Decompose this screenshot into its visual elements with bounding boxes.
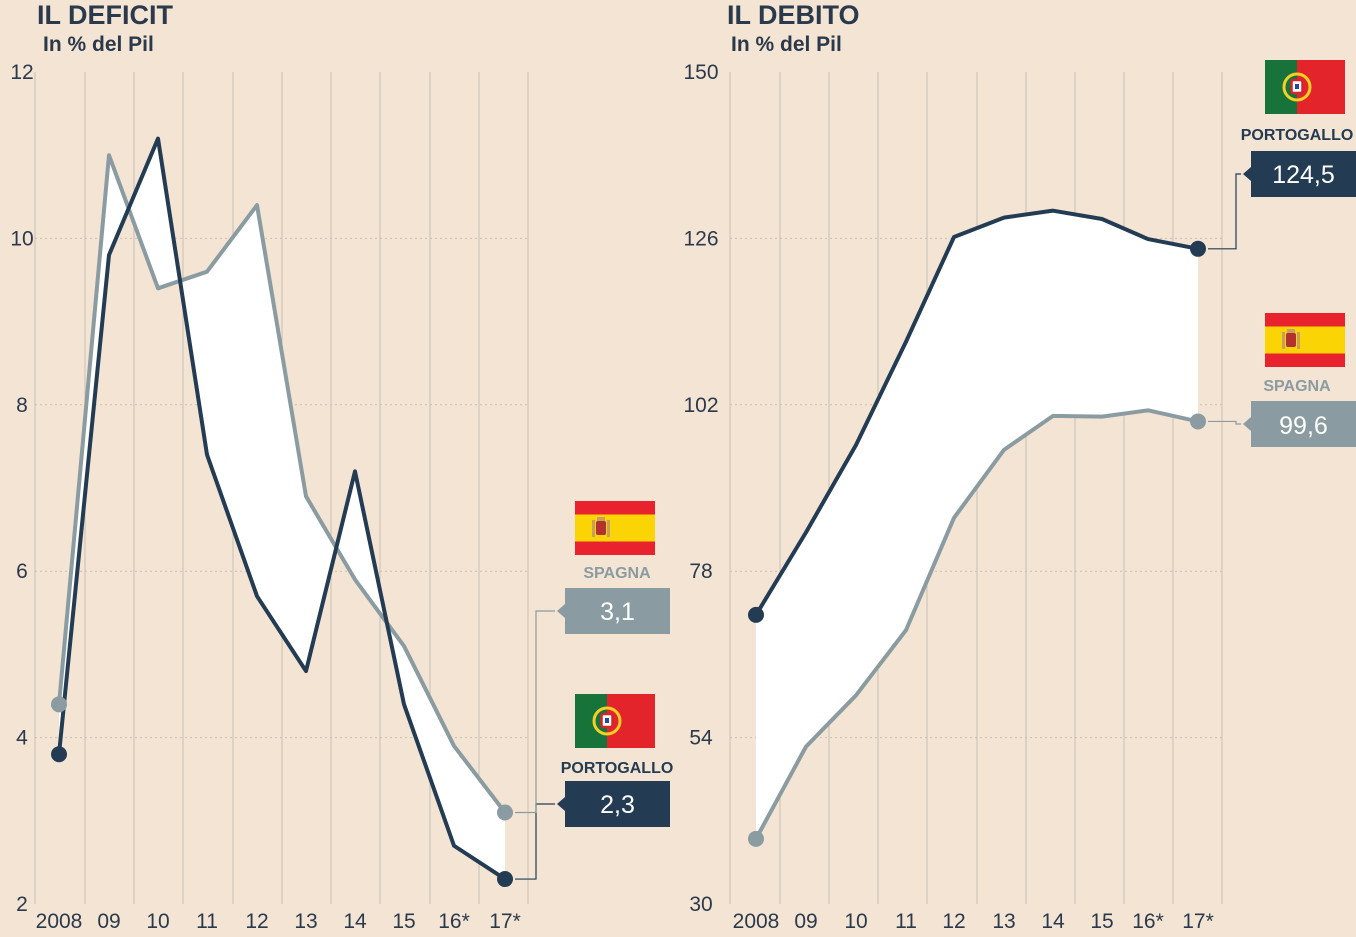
y-tick-label: 4 bbox=[16, 727, 28, 750]
value-label-box bbox=[557, 781, 670, 827]
y-tick-label: 126 bbox=[683, 227, 718, 250]
series-end-point-portogallo bbox=[1190, 240, 1206, 257]
spain-flag-icon bbox=[1265, 313, 1345, 367]
x-tick-label: 11 bbox=[895, 910, 917, 933]
value-label: 99,6 bbox=[1279, 412, 1328, 440]
series-end-point-spagna bbox=[1190, 413, 1206, 430]
series-end-point-portogallo bbox=[497, 871, 513, 888]
leader-line bbox=[515, 610, 555, 814]
x-tick-label: 09 bbox=[97, 910, 120, 933]
debt-chart: IL DEBITO In % del Pil 30 54 78 102 126 150 20… bbox=[683, 0, 1356, 933]
deficit-chart-subtitle: In % del Pil bbox=[43, 33, 154, 56]
portugal-flag-icon bbox=[575, 694, 655, 748]
debt-chart-title: IL DEBITO bbox=[727, 0, 860, 30]
portugal-flag-icon bbox=[1265, 60, 1345, 114]
series-line-spagna bbox=[57, 153, 507, 815]
y-tick-label: 78 bbox=[689, 560, 712, 583]
x-tick-label: 2008 bbox=[36, 910, 83, 933]
series-gap-band bbox=[59, 138, 505, 880]
x-tick-label: 15 bbox=[392, 910, 415, 933]
value-label-box bbox=[557, 588, 670, 634]
x-tick-label: 09 bbox=[794, 910, 817, 933]
y-tick-label: 2 bbox=[16, 893, 28, 916]
x-tick-label: 12 bbox=[942, 910, 965, 933]
deficit-chart: IL DEFICIT In % del Pil 2 4 6 8 10 12 2008 09 10… bbox=[10, 0, 673, 933]
y-tick-label: 6 bbox=[16, 560, 28, 583]
spain-flag-icon bbox=[575, 501, 655, 555]
x-tick-label: 15 bbox=[1090, 910, 1113, 933]
x-tick-label: 14 bbox=[1041, 910, 1065, 933]
value-label: 124,5 bbox=[1272, 161, 1335, 189]
y-tick-label: 54 bbox=[689, 727, 713, 750]
x-tick-label: 16* bbox=[438, 910, 470, 933]
series-start-point-portogallo bbox=[748, 606, 764, 623]
series-line-spagna bbox=[754, 408, 1200, 841]
x-tick-label: 17* bbox=[1182, 910, 1214, 933]
x-tick-label: 17* bbox=[489, 910, 521, 933]
debt-chart-subtitle: In % del Pil bbox=[731, 33, 842, 56]
series-end-point-spagna bbox=[497, 804, 513, 821]
y-tick-label: 150 bbox=[683, 61, 718, 84]
y-tick-label: 102 bbox=[683, 394, 718, 417]
y-tick-label: 8 bbox=[16, 394, 28, 417]
x-tick-label: 13 bbox=[992, 910, 1015, 933]
x-tick-label: 14 bbox=[343, 910, 367, 933]
x-tick-label: 16* bbox=[1132, 910, 1164, 933]
series-gap-band bbox=[756, 210, 1198, 839]
x-tick-label: 11 bbox=[196, 910, 218, 933]
value-label-box bbox=[1243, 401, 1356, 447]
value-label-box bbox=[1243, 151, 1356, 197]
country-label: SPAGNA bbox=[1263, 378, 1331, 395]
series-start-point-spagna bbox=[748, 830, 764, 847]
x-tick-label: 12 bbox=[245, 910, 268, 933]
x-tick-label: 2008 bbox=[733, 910, 780, 933]
value-label: 2,3 bbox=[600, 791, 635, 819]
x-tick-label: 13 bbox=[294, 910, 317, 933]
country-label: PORTOGALLO bbox=[561, 760, 674, 777]
country-label: SPAGNA bbox=[583, 565, 651, 582]
series-start-point-spagna bbox=[51, 696, 67, 713]
leader-line bbox=[515, 803, 555, 880]
series-start-point-portogallo bbox=[51, 746, 67, 763]
series-line-portogallo bbox=[57, 136, 507, 882]
x-tick-label: 10 bbox=[146, 910, 169, 933]
country-label: PORTOGALLO bbox=[1241, 127, 1354, 144]
series-line-portogallo bbox=[754, 208, 1200, 617]
x-tick-label: 10 bbox=[844, 910, 867, 933]
y-tick-label: 12 bbox=[10, 61, 33, 84]
y-tick-label: 30 bbox=[689, 893, 712, 916]
deficit-chart-title: IL DEFICIT bbox=[37, 0, 174, 30]
y-tick-label: 10 bbox=[10, 227, 33, 250]
value-label: 3,1 bbox=[600, 598, 635, 626]
leader-line bbox=[1208, 173, 1241, 250]
leader-line bbox=[1208, 420, 1241, 425]
